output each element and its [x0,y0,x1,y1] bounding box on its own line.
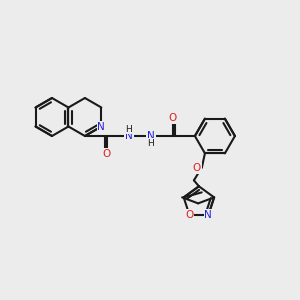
Text: N: N [204,210,212,220]
Text: N: N [125,131,133,141]
Text: O: O [169,113,177,123]
Text: O: O [103,149,111,159]
Text: N: N [98,122,105,131]
Text: H: H [125,124,132,134]
Text: O: O [193,163,201,173]
Text: H: H [148,139,154,148]
Text: O: O [185,210,194,220]
Text: N: N [147,131,155,141]
